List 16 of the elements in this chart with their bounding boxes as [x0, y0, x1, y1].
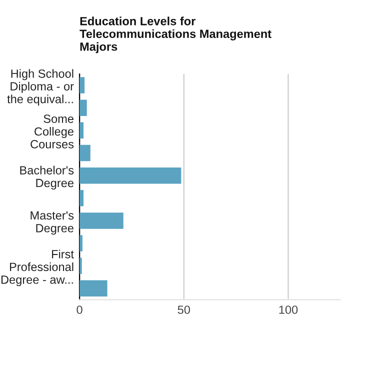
bar — [80, 100, 87, 116]
y-tick-label: Some College Courses — [30, 114, 74, 148]
bar — [80, 280, 108, 297]
bar — [80, 212, 124, 229]
chart-title: Education Levels for Telecommunications Management Majors — [80, 16, 272, 54]
y-tick-label: High School Diploma - or the equival... — [7, 69, 74, 106]
bar — [80, 167, 182, 184]
bar — [80, 190, 84, 206]
y-tick-label: Bachelor's Degree — [20, 166, 74, 190]
x-tick-label: 0 — [76, 306, 82, 314]
y-tick-label: Master's Degree — [30, 211, 74, 235]
bar — [80, 77, 85, 94]
bar — [80, 144, 90, 162]
x-tick-label: 100 — [279, 306, 298, 314]
y-tick-label: First Professional Degree - aw... — [1, 250, 74, 286]
x-tick-label: 50 — [178, 306, 190, 314]
